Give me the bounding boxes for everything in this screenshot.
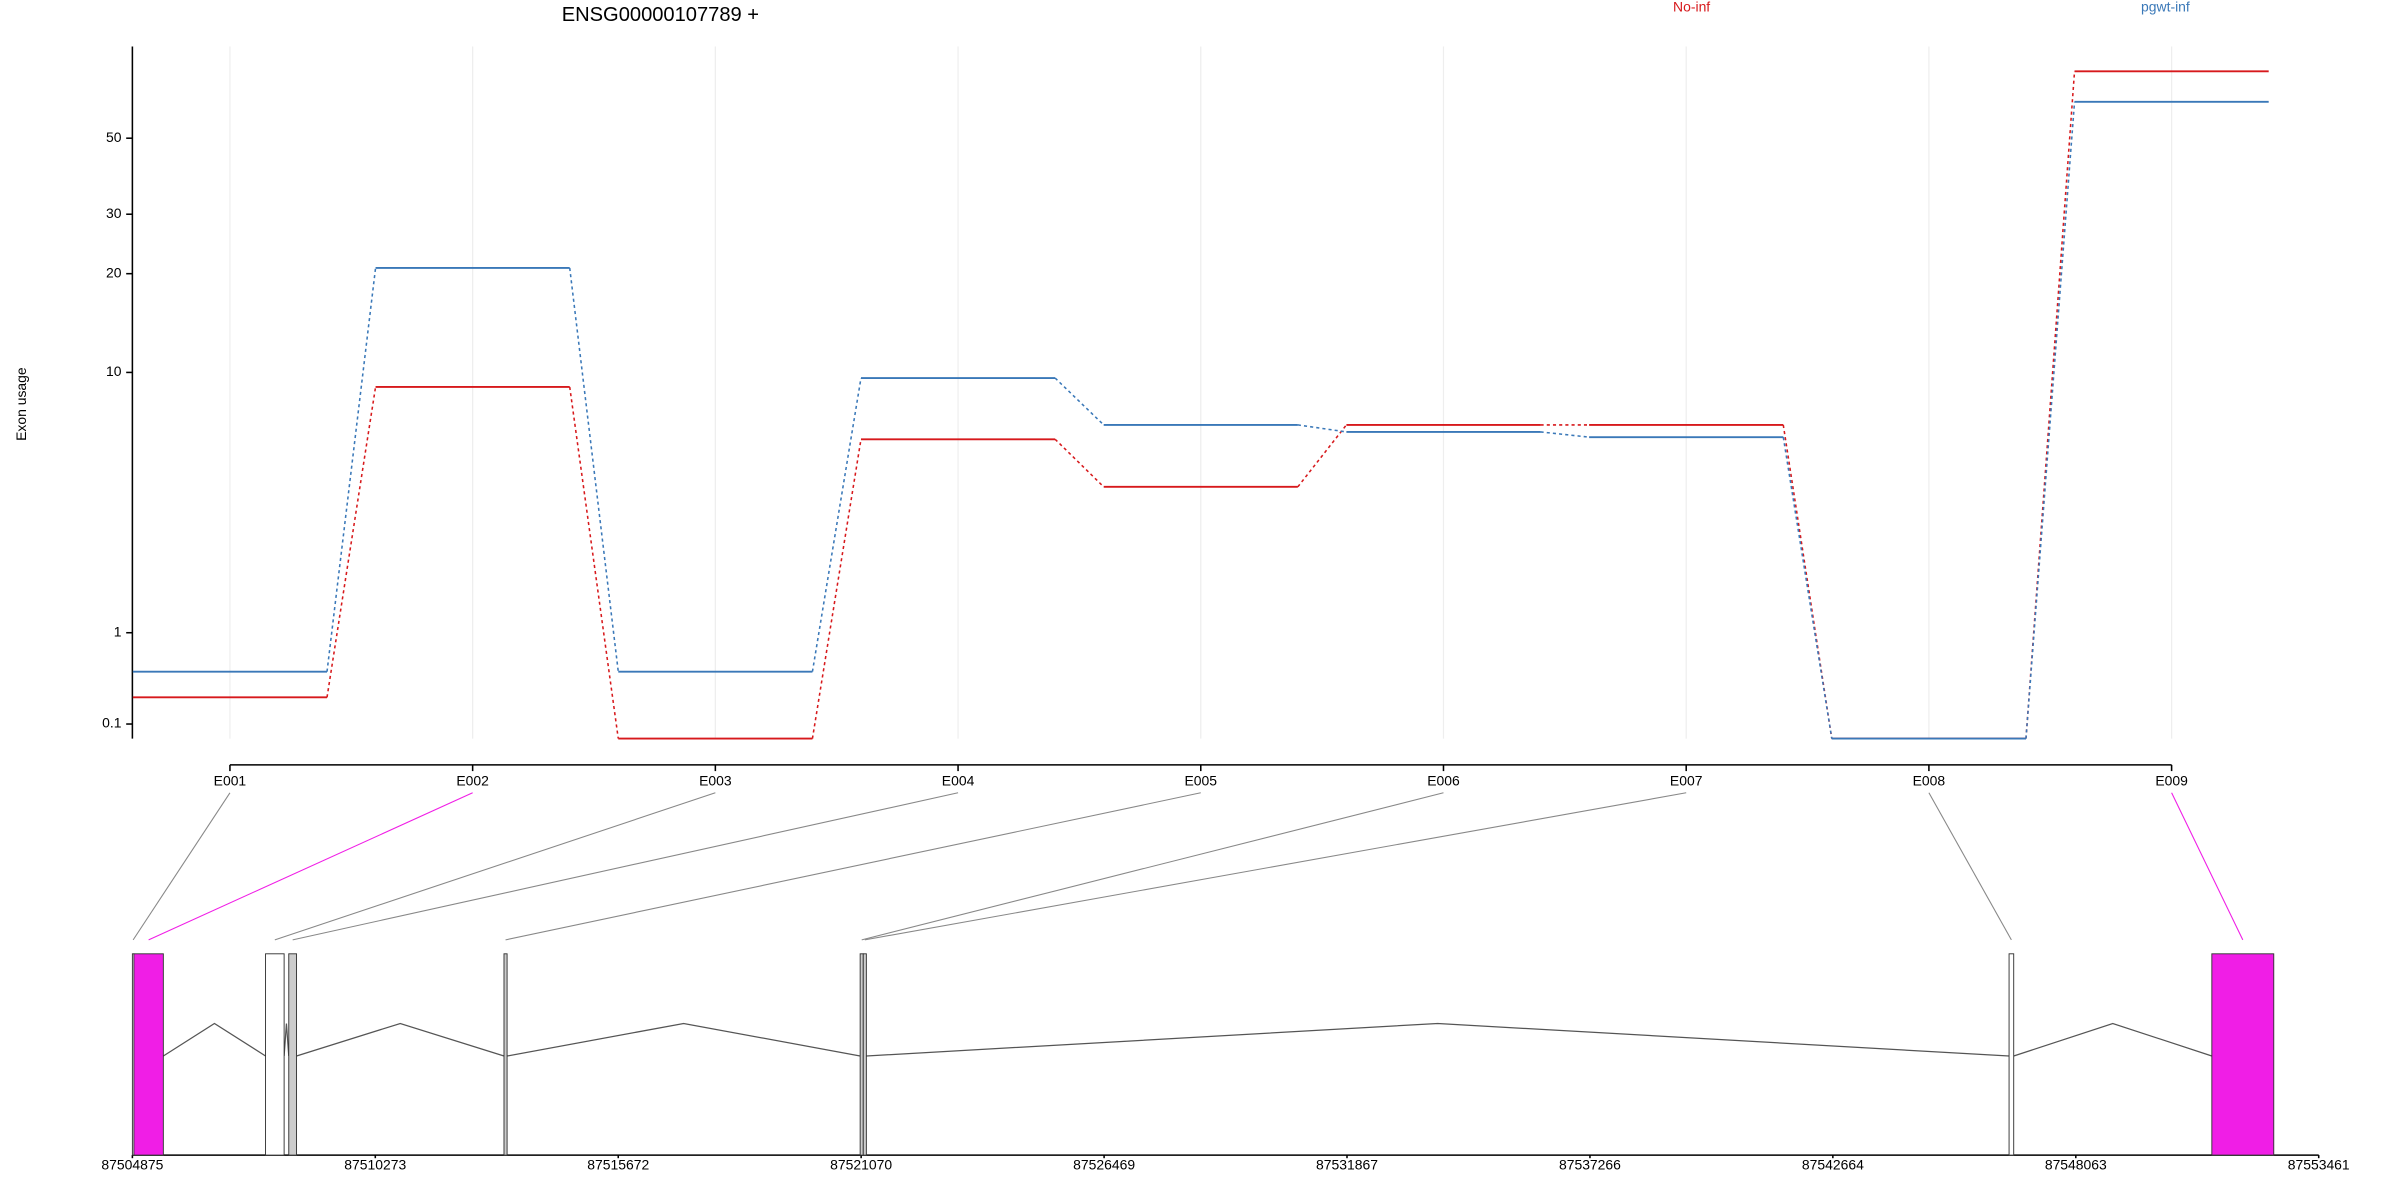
y-tick-label: 10 (106, 363, 122, 379)
intron (506, 1022, 861, 1057)
x-tick-label: E008 (1913, 773, 1946, 789)
exon (133, 953, 164, 1156)
genome-tick-label: 87542664 (1802, 1157, 1864, 1173)
usage-connector (1782, 424, 1833, 739)
y-axis-label: Exon usage (13, 367, 29, 441)
bin-connector (2171, 792, 2244, 941)
usage-connector (1782, 437, 1833, 739)
usage-connector (1297, 424, 1347, 433)
genome-tick-label: 87515672 (587, 1157, 649, 1173)
x-tick-label: E002 (456, 773, 489, 789)
bin-connector (1928, 792, 2012, 941)
usage-connector (568, 386, 620, 739)
y-tick-label: 50 (106, 129, 122, 145)
legend-entry: pgwt-inf (2141, 0, 2190, 14)
exon (862, 953, 867, 1156)
exon (265, 953, 285, 1156)
y-tick-label: 0.1 (102, 715, 122, 731)
legend-entry: No-inf (1673, 0, 1710, 14)
y-tick-label: 1 (114, 623, 122, 639)
usage-connector (326, 267, 377, 672)
genome-tick-label: 87553461 (2288, 1157, 2350, 1173)
x-tick-label: E001 (214, 773, 247, 789)
exon (503, 953, 508, 1156)
usage-connector (1297, 424, 1348, 488)
usage-connector (811, 377, 862, 672)
bin-connector (274, 792, 716, 941)
usage-connector (1540, 431, 1590, 438)
usage-connector (2025, 101, 2076, 739)
y-tick-label: 30 (106, 205, 122, 221)
genome-tick-label: 87510273 (344, 1157, 406, 1173)
genome-tick-label: 87537266 (1559, 1157, 1621, 1173)
usage-connector (326, 386, 377, 698)
exon (859, 953, 864, 1156)
usage-connector (1054, 377, 1105, 426)
bin-connector (292, 792, 959, 941)
exon (2211, 953, 2275, 1156)
intron (2013, 1022, 2213, 1057)
x-tick-label: E005 (1185, 773, 1218, 789)
intron (866, 1022, 2010, 1057)
genome-tick-label: 87548063 (2045, 1157, 2107, 1173)
intron (283, 1023, 290, 1057)
x-tick-label: E004 (942, 773, 975, 789)
genome-tick-label: 87526469 (1073, 1157, 1135, 1173)
bin-connector (148, 792, 473, 941)
genome-tick-label: 87531867 (1316, 1157, 1378, 1173)
bin-connector (132, 792, 231, 941)
intron (296, 1022, 505, 1057)
x-tick-label: E006 (1427, 773, 1460, 789)
bin-connector (861, 792, 1444, 941)
x-tick-label: E009 (2155, 773, 2188, 789)
exon (288, 953, 298, 1156)
exon (2008, 953, 2015, 1156)
usage-connector (568, 267, 620, 672)
x-tick-label: E007 (1670, 773, 1703, 789)
usage-connector (811, 439, 862, 739)
intron (163, 1022, 266, 1057)
y-tick-label: 20 (106, 264, 122, 280)
bin-connector (505, 792, 1201, 941)
genome-tick-label: 87521070 (830, 1157, 892, 1173)
usage-connector (1054, 438, 1105, 488)
bin-connector (864, 792, 1687, 941)
genome-tick-label: 87504875 (101, 1157, 163, 1173)
x-tick-label: E003 (699, 773, 732, 789)
chart-title: ENSG00000107789 + (562, 4, 759, 26)
